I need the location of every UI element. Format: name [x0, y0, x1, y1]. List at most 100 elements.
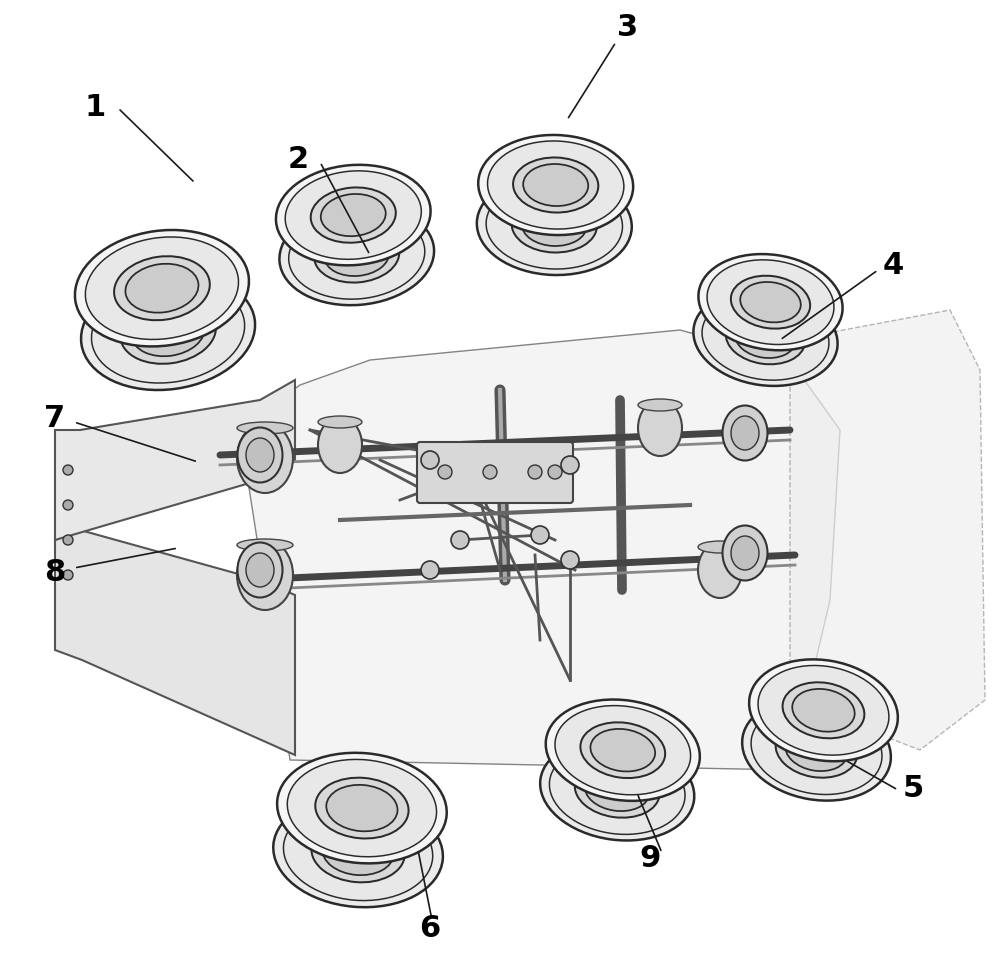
- Ellipse shape: [546, 699, 700, 801]
- Ellipse shape: [478, 135, 633, 235]
- Ellipse shape: [81, 273, 255, 390]
- Ellipse shape: [324, 234, 389, 276]
- Ellipse shape: [783, 682, 864, 738]
- Ellipse shape: [85, 237, 239, 339]
- Ellipse shape: [735, 318, 796, 358]
- Ellipse shape: [523, 164, 588, 206]
- Circle shape: [548, 465, 562, 479]
- Ellipse shape: [321, 194, 386, 236]
- Ellipse shape: [698, 254, 843, 350]
- Ellipse shape: [114, 256, 210, 320]
- Ellipse shape: [707, 260, 834, 345]
- Ellipse shape: [749, 659, 898, 761]
- Ellipse shape: [289, 211, 425, 299]
- Ellipse shape: [540, 739, 694, 840]
- Ellipse shape: [731, 536, 759, 570]
- Text: 1: 1: [84, 94, 106, 122]
- Polygon shape: [55, 530, 295, 755]
- Polygon shape: [55, 380, 295, 540]
- Ellipse shape: [638, 400, 682, 456]
- Polygon shape: [240, 330, 840, 770]
- Circle shape: [63, 500, 73, 510]
- Ellipse shape: [75, 230, 249, 347]
- Circle shape: [561, 551, 579, 569]
- Ellipse shape: [125, 264, 198, 312]
- Ellipse shape: [742, 699, 891, 800]
- Ellipse shape: [702, 295, 829, 380]
- Circle shape: [421, 451, 439, 469]
- Ellipse shape: [740, 282, 801, 323]
- Ellipse shape: [246, 553, 274, 587]
- Circle shape: [561, 456, 579, 474]
- Text: 9: 9: [639, 843, 661, 873]
- Circle shape: [451, 531, 469, 549]
- Text: 3: 3: [617, 13, 639, 43]
- Ellipse shape: [279, 204, 434, 306]
- Circle shape: [483, 465, 497, 479]
- Ellipse shape: [238, 428, 283, 482]
- Circle shape: [63, 570, 73, 580]
- Ellipse shape: [91, 281, 245, 383]
- Ellipse shape: [273, 796, 443, 907]
- Ellipse shape: [792, 689, 855, 732]
- Ellipse shape: [758, 666, 889, 755]
- Ellipse shape: [731, 276, 810, 329]
- Ellipse shape: [693, 289, 838, 386]
- Ellipse shape: [326, 785, 398, 831]
- Circle shape: [528, 465, 542, 479]
- Ellipse shape: [698, 541, 742, 553]
- Ellipse shape: [283, 803, 433, 901]
- Ellipse shape: [276, 165, 431, 265]
- Ellipse shape: [318, 416, 362, 428]
- Ellipse shape: [132, 308, 205, 356]
- Ellipse shape: [237, 423, 293, 493]
- Ellipse shape: [513, 158, 598, 213]
- Ellipse shape: [726, 311, 805, 364]
- Ellipse shape: [237, 422, 293, 434]
- Circle shape: [438, 465, 452, 479]
- Text: 6: 6: [419, 914, 441, 943]
- Circle shape: [531, 526, 549, 544]
- Ellipse shape: [522, 204, 587, 246]
- Ellipse shape: [285, 171, 421, 260]
- Ellipse shape: [638, 399, 682, 411]
- Ellipse shape: [277, 753, 447, 863]
- Text: 4: 4: [882, 250, 904, 280]
- Ellipse shape: [585, 769, 650, 811]
- Text: 5: 5: [902, 774, 924, 802]
- Ellipse shape: [555, 706, 691, 795]
- Circle shape: [63, 465, 73, 475]
- Text: 8: 8: [44, 558, 66, 586]
- Ellipse shape: [486, 180, 622, 269]
- Polygon shape: [790, 310, 985, 750]
- Text: 7: 7: [44, 404, 66, 433]
- Ellipse shape: [318, 417, 362, 473]
- Ellipse shape: [580, 722, 665, 778]
- Ellipse shape: [590, 729, 655, 772]
- Ellipse shape: [751, 705, 882, 795]
- Ellipse shape: [722, 525, 768, 581]
- Ellipse shape: [488, 141, 624, 229]
- Ellipse shape: [120, 300, 216, 364]
- Ellipse shape: [698, 542, 742, 598]
- Ellipse shape: [722, 406, 768, 460]
- Ellipse shape: [237, 540, 293, 610]
- Ellipse shape: [549, 745, 685, 835]
- Ellipse shape: [477, 175, 632, 275]
- Ellipse shape: [315, 777, 409, 838]
- Ellipse shape: [314, 227, 399, 283]
- Circle shape: [421, 561, 439, 579]
- Ellipse shape: [311, 821, 405, 882]
- FancyBboxPatch shape: [417, 442, 573, 503]
- Ellipse shape: [785, 729, 848, 771]
- Ellipse shape: [238, 542, 283, 598]
- Ellipse shape: [776, 722, 857, 777]
- Ellipse shape: [575, 762, 660, 817]
- Ellipse shape: [246, 438, 274, 472]
- Ellipse shape: [237, 539, 293, 551]
- Ellipse shape: [322, 829, 394, 875]
- Ellipse shape: [731, 416, 759, 450]
- Ellipse shape: [311, 187, 396, 243]
- Ellipse shape: [287, 759, 437, 857]
- Ellipse shape: [512, 198, 597, 252]
